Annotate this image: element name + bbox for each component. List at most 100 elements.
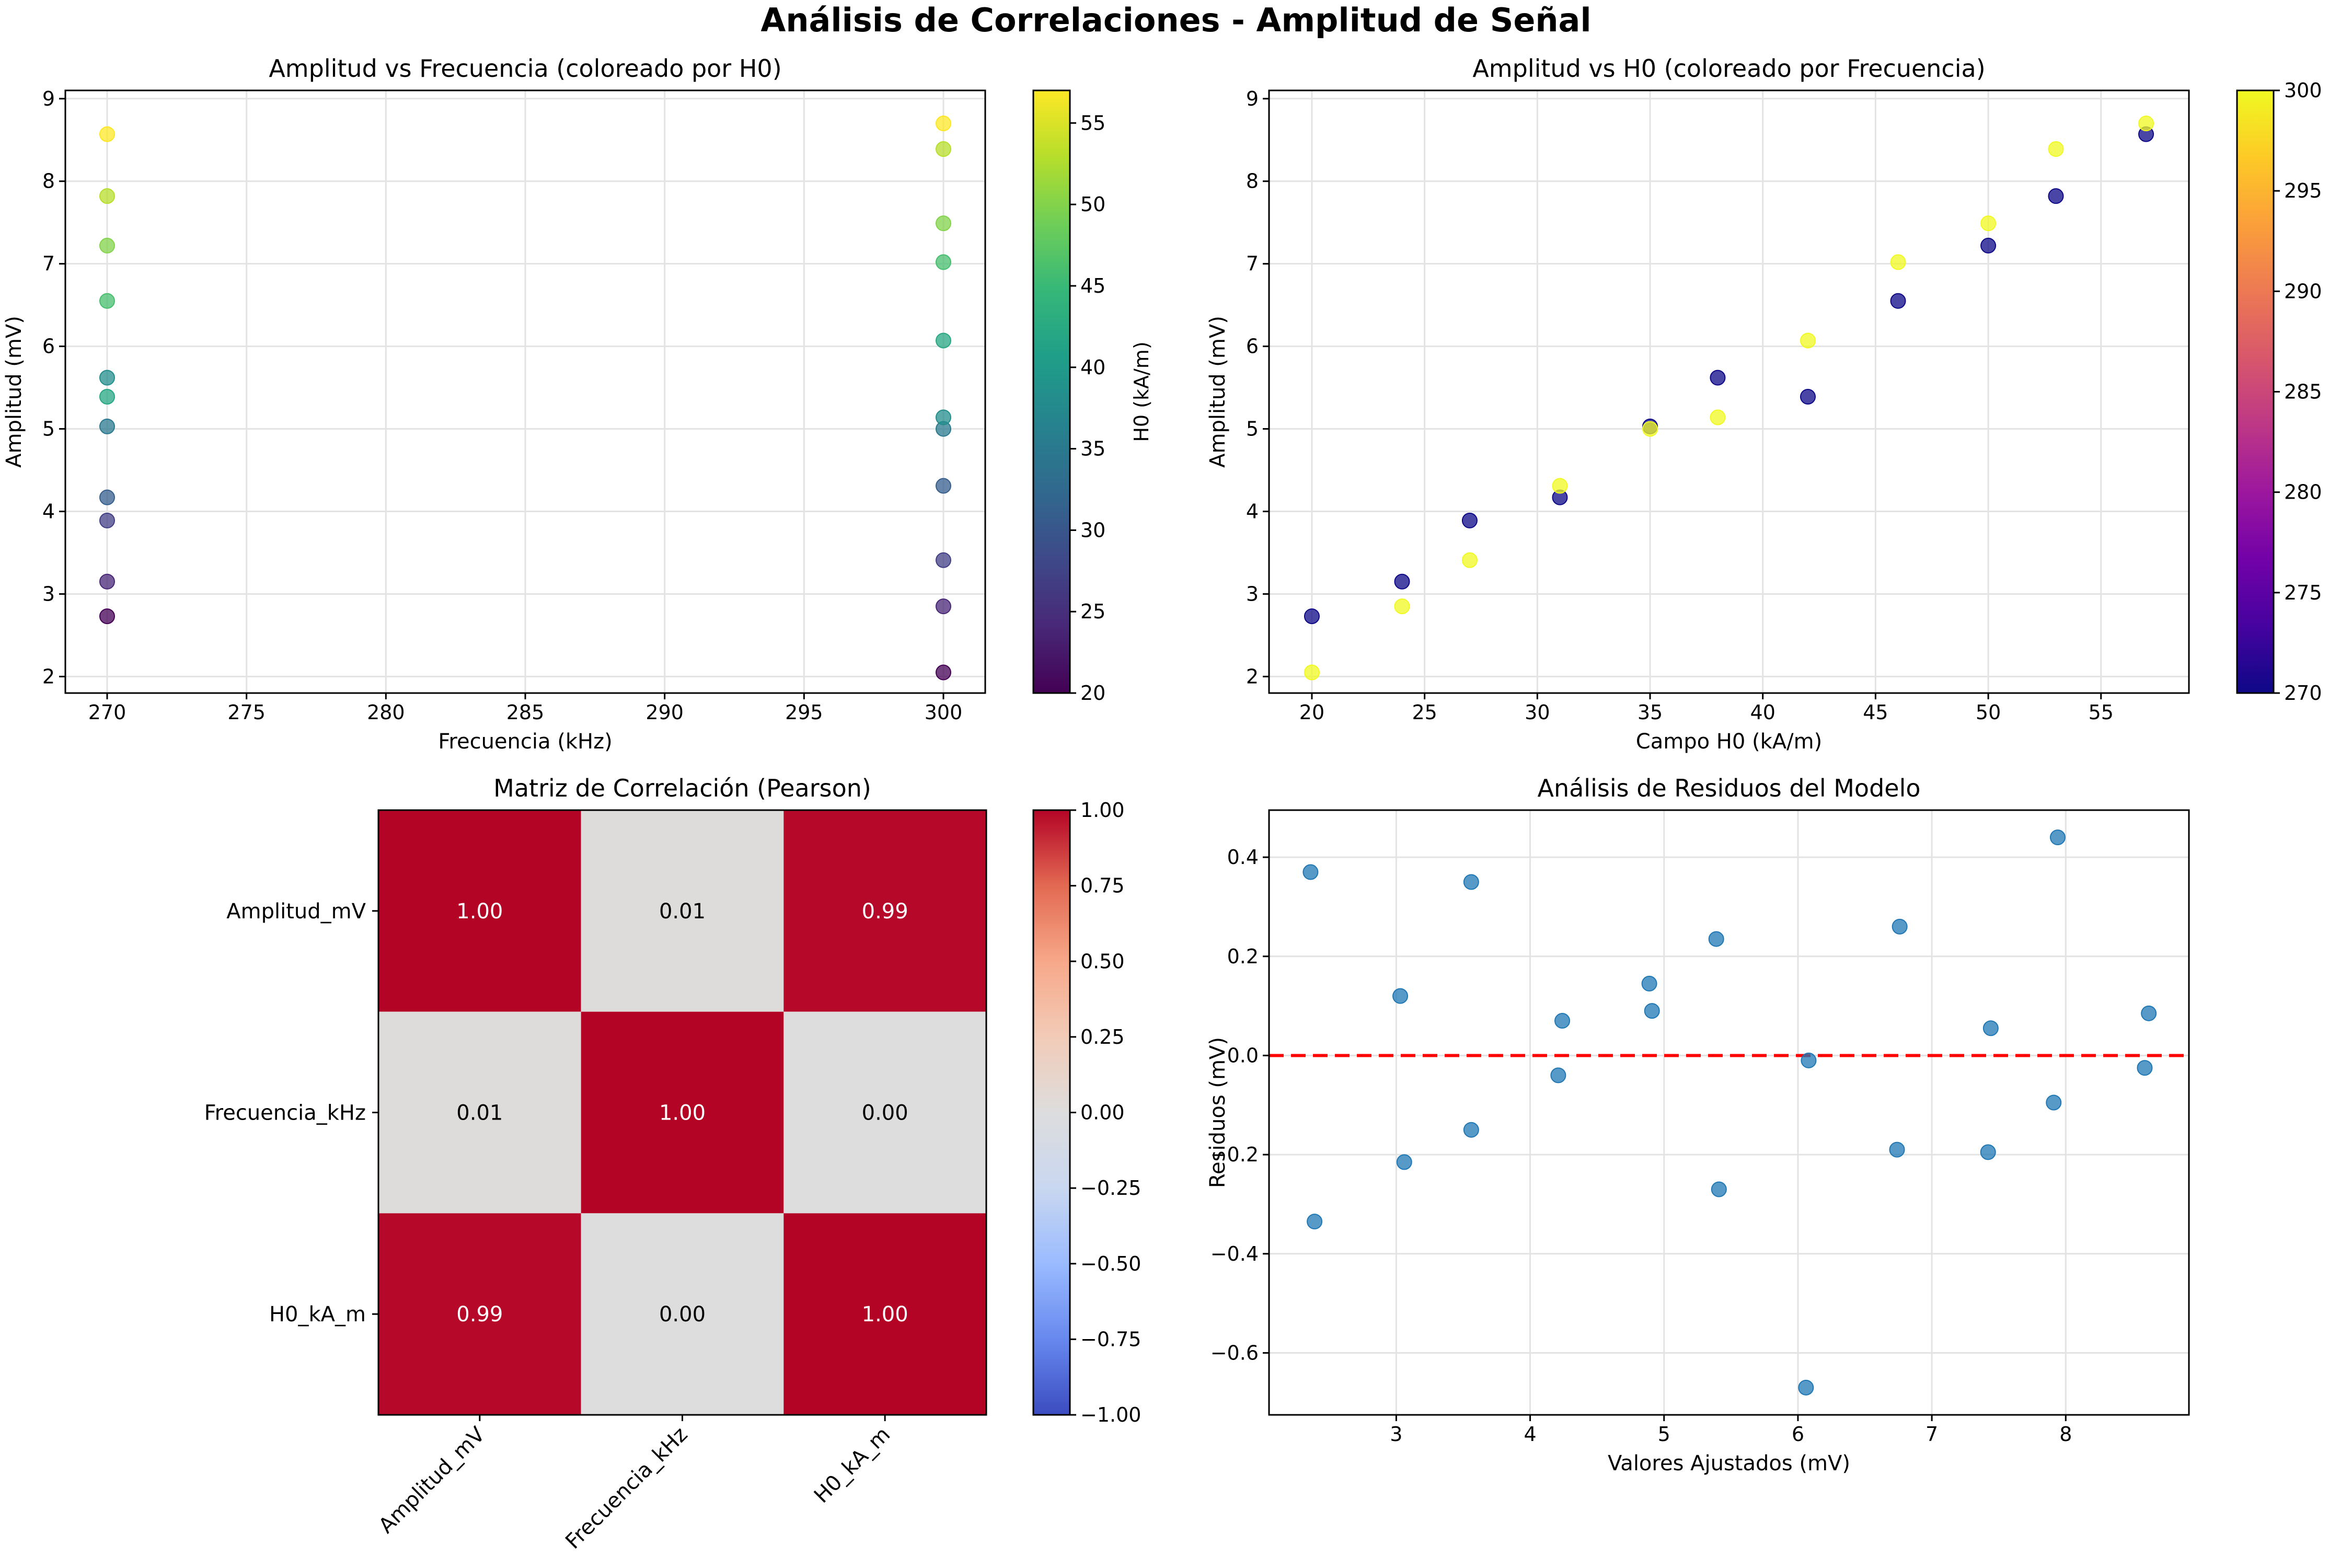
x-tick-label: 7 <box>1926 1423 1938 1446</box>
colorbar-tick-label: 295 <box>2284 179 2322 202</box>
column-label: Amplitud_mV <box>374 1422 490 1538</box>
data-point <box>99 370 115 386</box>
x-tick-label: 25 <box>1412 701 1437 724</box>
x-tick-label: 4 <box>1524 1423 1536 1446</box>
axes-frame <box>1268 89 2190 694</box>
y-tick-label: 2 <box>42 665 55 688</box>
data-point <box>936 598 951 615</box>
colorbar-tick-label: 25 <box>1080 600 1105 623</box>
data-point <box>99 293 115 309</box>
y-tick-label: 4 <box>1246 500 1259 523</box>
panel-title: Análisis de Residuos del Modelo <box>1537 774 1920 802</box>
x-tick-label: 5 <box>1658 1423 1670 1446</box>
colorbar-tick-label: −0.50 <box>1080 1252 1141 1275</box>
panel-title: Matriz de Correlación (Pearson) <box>493 774 871 802</box>
x-tick-label: 3 <box>1390 1423 1402 1446</box>
y-tick-label: −0.6 <box>1210 1341 1259 1364</box>
colorbar <box>1032 89 1071 694</box>
column-label: H0_kA_m <box>810 1423 895 1508</box>
data-point <box>1800 332 1816 349</box>
data-point <box>1710 409 1726 425</box>
data-point <box>1554 1013 1571 1029</box>
y-tick-label: 5 <box>42 418 55 441</box>
y-tick-label: 2 <box>1246 665 1259 688</box>
x-tick-label: 280 <box>367 701 405 724</box>
heatmap-cell <box>581 1213 784 1415</box>
data-point <box>1800 388 1816 405</box>
data-point <box>1550 1067 1566 1083</box>
row-label: Frecuencia_kHz <box>204 1101 366 1125</box>
data-point <box>1302 864 1319 880</box>
colorbar-tick-label: 50 <box>1080 193 1105 216</box>
data-point <box>2137 1060 2153 1076</box>
colorbar-tick-label: 300 <box>2284 79 2322 102</box>
data-point <box>99 608 115 625</box>
panel-correlation-matrix: 1.00 0.01 0.99 0.01 1.00 0.00 0.99 0.00 1.00 Ampl… <box>204 774 1142 1554</box>
data-point <box>936 254 951 270</box>
axes-frame <box>64 89 986 694</box>
data-point <box>1710 370 1726 386</box>
colorbar-tick-label: 35 <box>1080 437 1105 460</box>
colorbar-tick-label: 20 <box>1080 682 1105 705</box>
y-tick-label: 7 <box>42 252 55 275</box>
colorbar-tick-label: −0.25 <box>1080 1177 1141 1200</box>
plot-area <box>1269 90 2189 693</box>
y-axis-label: Amplitud (mV) <box>1206 316 1230 468</box>
colorbar-tick-label: 1.00 <box>1080 799 1125 822</box>
data-point <box>1396 1154 1412 1170</box>
y-tick-label: 4 <box>42 500 55 523</box>
data-point <box>936 409 951 425</box>
data-point <box>1463 1122 1479 1138</box>
y-tick-label: 9 <box>42 87 55 110</box>
data-point <box>1798 1379 1814 1396</box>
x-tick-label: 270 <box>88 701 126 724</box>
y-tick-label: 8 <box>42 170 55 193</box>
cell-value-label: 1.00 <box>659 1101 706 1125</box>
colorbar-label: H0 (kA/m) <box>1130 341 1153 442</box>
data-point <box>99 388 115 405</box>
data-point <box>1982 1020 1999 1036</box>
heatmap-cell <box>378 810 581 1012</box>
colorbar-tick-label: 45 <box>1080 274 1105 297</box>
x-tick-label: 40 <box>1750 701 1775 724</box>
heatmap-cell <box>378 1011 581 1214</box>
cell-value-label: 1.00 <box>862 1302 908 1327</box>
data-point <box>99 489 115 505</box>
y-tick-label: 3 <box>1246 582 1259 605</box>
data-point <box>99 512 115 528</box>
data-point <box>1980 237 1997 253</box>
data-point <box>1461 552 1478 568</box>
colorbar-tick-label: 275 <box>2284 581 2322 604</box>
data-point <box>936 215 951 232</box>
x-axis-label: Frecuencia (kHz) <box>438 730 612 754</box>
colorbar-tick-label: 280 <box>2284 481 2322 504</box>
data-point <box>936 332 951 349</box>
x-tick-label: 8 <box>2059 1423 2072 1446</box>
colorbar-tick-label: 290 <box>2284 280 2322 303</box>
data-point <box>1394 598 1410 615</box>
data-point <box>936 478 951 494</box>
colorbar <box>1032 809 1071 1416</box>
heatmap-cell <box>783 810 986 1012</box>
data-point <box>936 664 951 681</box>
cell-value-label: 0.99 <box>456 1302 503 1327</box>
row-label: Amplitud_mV <box>226 900 366 924</box>
x-axis-label: Valores Ajustados (mV) <box>1608 1451 1850 1475</box>
heatmap-cell <box>783 1011 986 1214</box>
x-tick-label: 295 <box>785 701 823 724</box>
cell-value-label: 1.00 <box>456 900 503 924</box>
y-axis-label: Residuos (mV) <box>1206 1037 1230 1188</box>
y-tick-label: 0.4 <box>1227 846 1259 869</box>
x-axis-label: Campo H0 (kA/m) <box>1636 730 1822 754</box>
colorbar-label: Frecuencia (kHz) <box>2349 309 2352 475</box>
colorbar-tick-label: 40 <box>1080 356 1105 379</box>
heatmap-cell <box>783 1213 986 1415</box>
colorbar-tick-label: 0.00 <box>1080 1101 1125 1124</box>
y-tick-label: 7 <box>1246 252 1259 275</box>
data-point <box>2046 1094 2062 1111</box>
x-tick-label: 6 <box>1792 1423 1804 1446</box>
y-axis-label: Amplitud (mV) <box>2 316 26 468</box>
y-tick-label: 0.2 <box>1227 945 1259 968</box>
